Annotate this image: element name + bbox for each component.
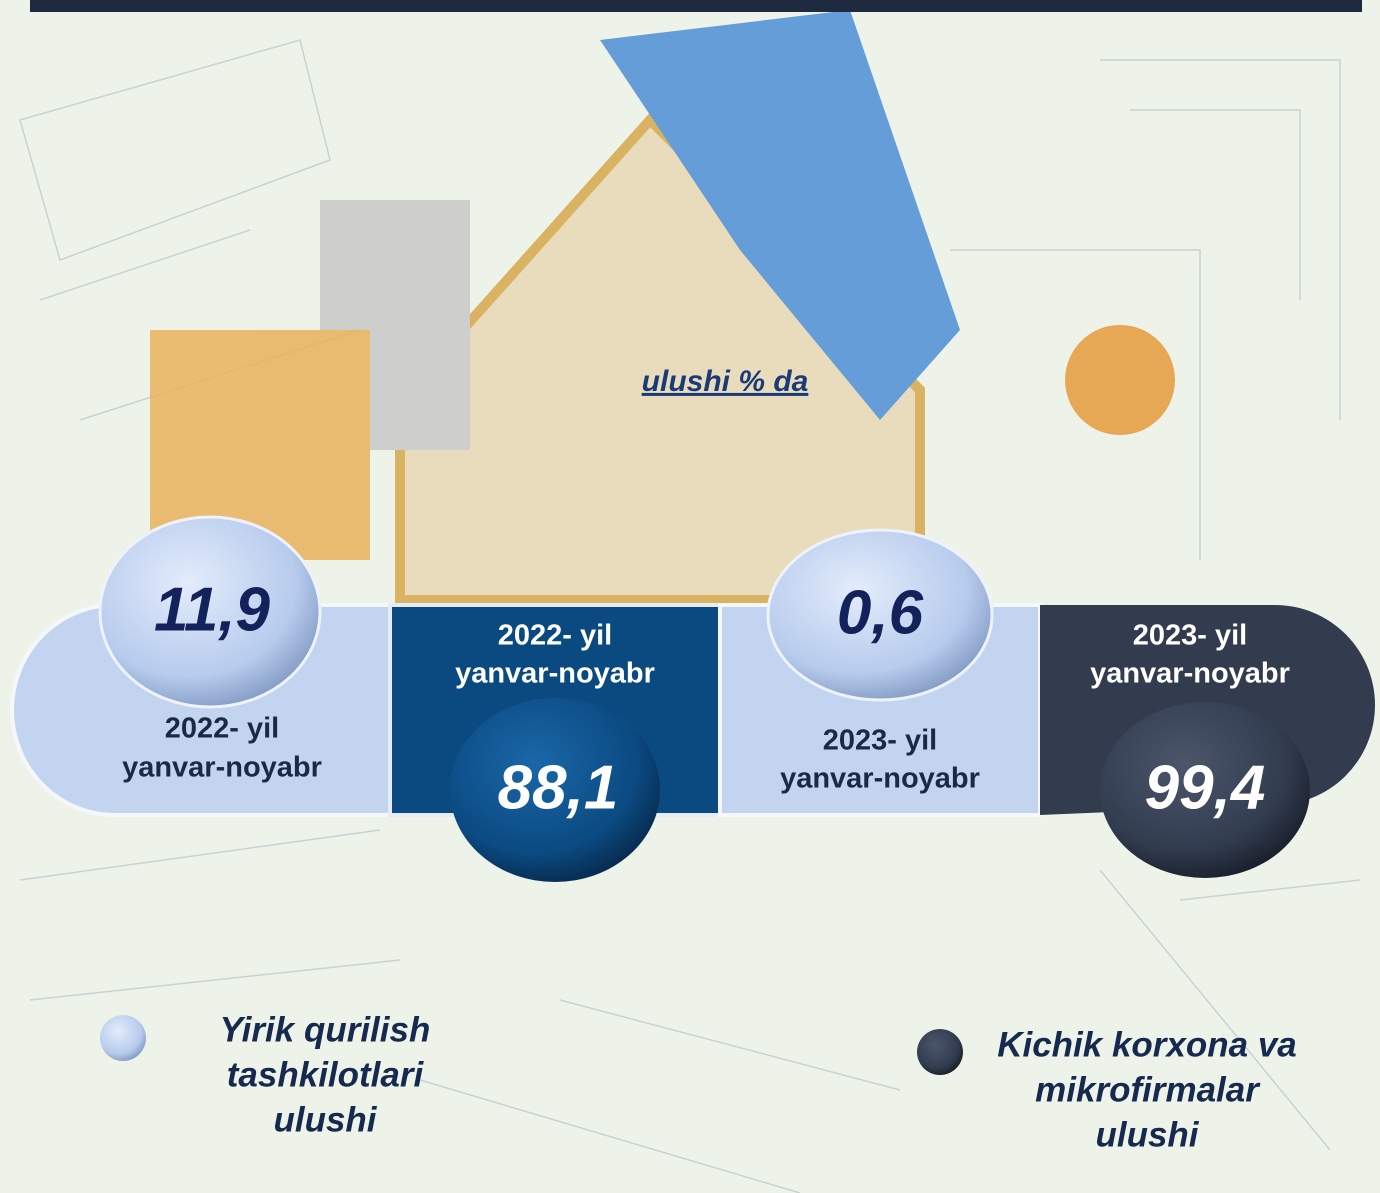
subtitle: ulushi % da bbox=[642, 365, 809, 398]
legend-label: ulushi bbox=[273, 1100, 377, 1139]
value-badge bbox=[450, 698, 660, 882]
value: 88,1 bbox=[498, 753, 619, 822]
header-bar bbox=[30, 0, 1362, 12]
legend-marker bbox=[917, 1029, 963, 1075]
value-badge bbox=[766, 528, 994, 702]
value-badge bbox=[1100, 702, 1310, 878]
legend-label: Kichik korxona va bbox=[997, 1025, 1297, 1064]
period: 2022- yil bbox=[498, 620, 612, 652]
value: 99,4 bbox=[1145, 753, 1266, 822]
legend-label: tashkilotlari bbox=[227, 1055, 425, 1094]
house-illustration bbox=[150, 10, 1175, 605]
period: yanvar-noyabr bbox=[1090, 658, 1290, 690]
legend-label: Yirik qurilish bbox=[220, 1010, 431, 1049]
legend-marker bbox=[100, 1015, 146, 1061]
period: 2023- yil bbox=[1133, 620, 1247, 652]
period: 2022- yil bbox=[165, 713, 279, 745]
legend-label: ulushi bbox=[1095, 1115, 1199, 1154]
period: yanvar-noyabr bbox=[455, 658, 655, 690]
value: 11,9 bbox=[154, 575, 271, 644]
value: 0,6 bbox=[837, 578, 924, 647]
period: yanvar-noyabr bbox=[122, 752, 322, 784]
period: 2023- yil bbox=[823, 725, 937, 757]
period: yanvar-noyabr bbox=[780, 763, 980, 795]
legend-label: mikrofirmalar bbox=[1035, 1070, 1261, 1109]
value-badge bbox=[98, 515, 322, 709]
